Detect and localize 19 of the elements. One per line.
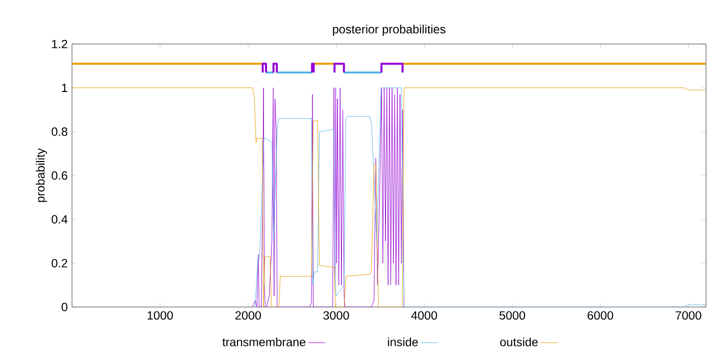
x-tick-label: 5000 [499,311,526,320]
x-tick-label: 7000 [676,311,702,320]
legend-label: outside [500,337,538,346]
legend-label: inside [388,337,418,346]
y-tick-label: 0.4 [52,215,68,224]
y-axis-title: probability [36,148,48,202]
x-tick-label: 2000 [235,311,261,320]
x-tick-label: 4000 [411,311,438,320]
x-tick-label: 1000 [148,311,173,320]
y-tick-label: 0 [62,302,68,312]
chart-title: posterior probabilities [332,24,446,36]
y-tick-label: 0.8 [52,127,68,136]
y-tick-label: 0.6 [52,171,68,180]
legend-label: transmembrane [222,337,306,346]
y-tick-label: 1 [62,84,68,92]
y-tick-label: 0.2 [52,258,68,268]
x-tick-label: 3000 [323,311,349,320]
y-tick-label: 1.2 [52,40,68,48]
x-tick-label: 6000 [588,311,614,320]
